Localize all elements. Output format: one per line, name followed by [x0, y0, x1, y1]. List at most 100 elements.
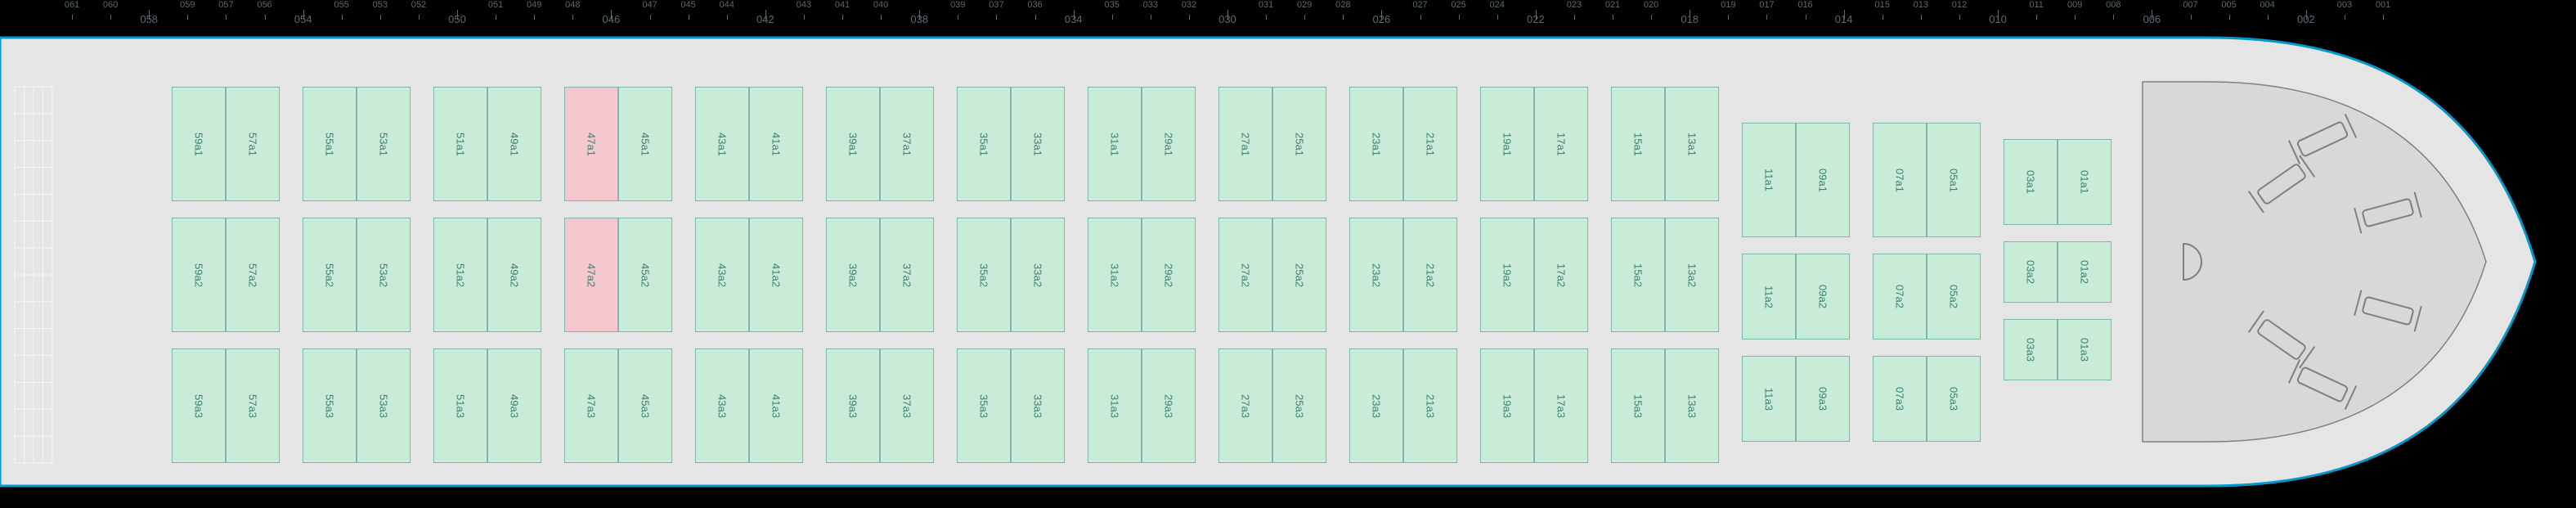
cargo-cell[interactable]: 01a1 — [2058, 139, 2112, 225]
cargo-cell[interactable]: 15a2 — [1611, 218, 1665, 332]
cargo-cell[interactable]: 49a3 — [487, 348, 541, 463]
cargo-cell[interactable]: 11a2 — [1742, 254, 1796, 339]
cargo-cell[interactable]: 33a2 — [1011, 218, 1065, 332]
cargo-cell[interactable]: 41a1 — [749, 87, 803, 201]
cargo-cell[interactable]: 09a1 — [1796, 123, 1850, 237]
cargo-cell[interactable]: 27a2 — [1218, 218, 1272, 332]
cargo-cell[interactable]: 19a3 — [1480, 348, 1534, 463]
cargo-cell[interactable]: 03a2 — [2004, 241, 2058, 303]
cargo-cell[interactable]: 45a3 — [618, 348, 672, 463]
cargo-cell[interactable]: 23a2 — [1349, 218, 1403, 332]
cargo-cell[interactable]: 49a2 — [487, 218, 541, 332]
cargo-cell[interactable]: 57a1 — [226, 87, 280, 201]
cargo-cell[interactable]: 39a2 — [826, 218, 880, 332]
cargo-cell[interactable]: 13a2 — [1665, 218, 1719, 332]
cargo-cell[interactable]: 17a2 — [1534, 218, 1588, 332]
cargo-cell[interactable]: 07a3 — [1873, 356, 1927, 442]
cargo-cell[interactable]: 19a2 — [1480, 218, 1534, 332]
cargo-cell[interactable]: 53a2 — [357, 218, 411, 332]
cargo-cell[interactable]: 11a1 — [1742, 123, 1796, 237]
ruler-tick-minor — [1497, 15, 1498, 20]
cargo-cell[interactable]: 29a2 — [1142, 218, 1196, 332]
cargo-cell[interactable]: 47a1 — [564, 87, 618, 201]
cargo-cell[interactable]: 43a1 — [695, 87, 749, 201]
cargo-cell[interactable]: 45a2 — [618, 218, 672, 332]
cargo-cell[interactable]: 25a2 — [1272, 218, 1326, 332]
cargo-cell[interactable]: 39a1 — [826, 87, 880, 201]
cargo-cell[interactable]: 31a3 — [1088, 348, 1142, 463]
cargo-cell[interactable]: 57a3 — [226, 348, 280, 463]
cargo-cell[interactable]: 17a3 — [1534, 348, 1588, 463]
cargo-cell[interactable]: 43a2 — [695, 218, 749, 332]
cargo-cell-label: 43a1 — [716, 133, 729, 156]
cargo-cell[interactable]: 13a1 — [1665, 87, 1719, 201]
cargo-cell[interactable]: 21a2 — [1403, 218, 1457, 332]
cargo-cell[interactable]: 21a3 — [1403, 348, 1457, 463]
cargo-cell[interactable]: 07a1 — [1873, 123, 1927, 237]
cargo-cell[interactable]: 31a1 — [1088, 87, 1142, 201]
cargo-cell[interactable]: 59a1 — [172, 87, 226, 201]
cargo-cell[interactable]: 31a2 — [1088, 218, 1142, 332]
cargo-cell[interactable]: 43a3 — [695, 348, 749, 463]
cargo-cell[interactable]: 35a3 — [957, 348, 1011, 463]
cargo-cell[interactable]: 41a2 — [749, 218, 803, 332]
cargo-cell[interactable]: 13a3 — [1665, 348, 1719, 463]
cargo-cell[interactable]: 01a2 — [2058, 241, 2112, 303]
cargo-cell[interactable]: 19a1 — [1480, 87, 1534, 201]
cargo-cell[interactable]: 35a1 — [957, 87, 1011, 201]
cargo-cell[interactable]: 05a1 — [1927, 123, 1981, 237]
cargo-cell[interactable]: 27a3 — [1218, 348, 1272, 463]
cargo-cell[interactable]: 15a3 — [1611, 348, 1665, 463]
cargo-cell[interactable]: 03a3 — [2004, 319, 2058, 380]
cargo-cell[interactable]: 23a1 — [1349, 87, 1403, 201]
cargo-cell[interactable]: 23a3 — [1349, 348, 1403, 463]
cargo-cell-label: 17a1 — [1555, 133, 1568, 156]
cargo-cell[interactable]: 07a2 — [1873, 254, 1927, 339]
cargo-cell[interactable]: 25a1 — [1272, 87, 1326, 201]
cargo-cell[interactable]: 49a1 — [487, 87, 541, 201]
ruler-label-minor: 024 — [1490, 0, 1505, 10]
cargo-cell[interactable]: 21a1 — [1403, 87, 1457, 201]
cargo-cell[interactable]: 09a2 — [1796, 254, 1850, 339]
cargo-cell[interactable]: 59a2 — [172, 218, 226, 332]
cargo-cell[interactable]: 29a3 — [1142, 348, 1196, 463]
cargo-cell[interactable]: 11a3 — [1742, 356, 1796, 442]
cargo-cell[interactable]: 53a3 — [357, 348, 411, 463]
cargo-cell[interactable]: 33a1 — [1011, 87, 1065, 201]
cargo-cell[interactable]: 51a3 — [433, 348, 487, 463]
cargo-cell[interactable]: 17a1 — [1534, 87, 1588, 201]
cargo-cell[interactable]: 35a2 — [957, 218, 1011, 332]
cargo-cell[interactable]: 39a3 — [826, 348, 880, 463]
cargo-cell[interactable]: 33a3 — [1011, 348, 1065, 463]
cargo-cell[interactable]: 51a1 — [433, 87, 487, 201]
cargo-cell[interactable]: 25a3 — [1272, 348, 1326, 463]
cargo-cell[interactable]: 47a2 — [564, 218, 618, 332]
cargo-cell[interactable]: 05a3 — [1927, 356, 1981, 442]
cargo-cell[interactable]: 59a3 — [172, 348, 226, 463]
ruler-label-major: 006 — [2143, 13, 2161, 25]
cargo-cell[interactable]: 53a1 — [357, 87, 411, 201]
cargo-cell-label: 01a1 — [2079, 170, 2091, 194]
cargo-cell[interactable]: 01a3 — [2058, 319, 2112, 380]
cargo-cell[interactable]: 03a1 — [2004, 139, 2058, 225]
cargo-cell[interactable]: 47a3 — [564, 348, 618, 463]
cargo-cell[interactable]: 55a2 — [303, 218, 357, 332]
cargo-cell[interactable]: 09a3 — [1796, 356, 1850, 442]
cargo-cell[interactable]: 55a1 — [303, 87, 357, 201]
cargo-cell[interactable]: 37a3 — [880, 348, 934, 463]
cargo-cell-label: 57a1 — [247, 133, 259, 156]
cargo-cell[interactable]: 45a1 — [618, 87, 672, 201]
cargo-cell[interactable]: 37a1 — [880, 87, 934, 201]
cargo-cell[interactable]: 51a2 — [433, 218, 487, 332]
cargo-cell-label: 41a1 — [770, 133, 783, 156]
cargo-cell[interactable]: 15a1 — [1611, 87, 1665, 201]
cargo-cell[interactable]: 37a2 — [880, 218, 934, 332]
cargo-cell[interactable]: 27a1 — [1218, 87, 1272, 201]
cargo-cell[interactable]: 29a1 — [1142, 87, 1196, 201]
cargo-cell[interactable]: 57a2 — [226, 218, 280, 332]
cargo-cell[interactable]: 05a2 — [1927, 254, 1981, 339]
cargo-cell-label: 23a2 — [1371, 263, 1383, 287]
cargo-cell[interactable]: 55a3 — [303, 348, 357, 463]
cargo-cell[interactable]: 41a3 — [749, 348, 803, 463]
ruler-label-major: 054 — [294, 13, 312, 25]
